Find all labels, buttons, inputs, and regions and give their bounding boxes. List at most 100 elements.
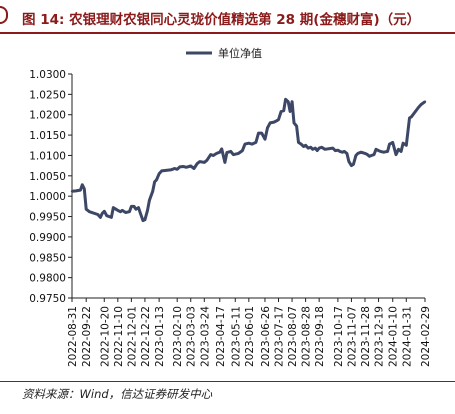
data-point	[132, 205, 136, 208]
data-point	[119, 210, 122, 213]
data-point	[382, 151, 385, 154]
data-point	[205, 159, 209, 162]
data-point	[212, 154, 215, 157]
x-tick-label: 2023-06-01	[244, 306, 256, 367]
y-tick-label: 0.9750	[29, 293, 66, 305]
data-point	[101, 212, 104, 215]
data-point	[419, 103, 423, 106]
data-point	[146, 209, 149, 212]
figure-title-text: 农银理财农银同心灵珑价值精选第 28 期(金穗财富)（元）	[69, 12, 421, 28]
data-point	[295, 124, 298, 128]
data-point	[408, 116, 411, 120]
data-point	[247, 142, 250, 145]
x-tick-label: 2023-10-17	[333, 306, 345, 367]
figure-title-bar: 图 14: 农银理财农银同心灵珑价值精选第 28 期(金穗财富)（元）	[0, 0, 455, 34]
data-point	[88, 210, 91, 213]
data-point	[220, 147, 223, 151]
data-point	[83, 187, 86, 191]
legend-label: 单位净值	[218, 46, 262, 60]
series-line-unit-nav	[71, 97, 426, 223]
data-point	[391, 141, 394, 144]
legend: 单位净值	[186, 46, 262, 60]
figure-number: 图 14:	[22, 12, 65, 28]
data-point	[316, 149, 319, 152]
data-point	[318, 146, 321, 150]
data-point	[297, 141, 300, 144]
x-tick-label: 2023-08-28	[301, 306, 313, 367]
source-note: 资料来源：Wind，信达证券研发中心	[22, 387, 213, 401]
x-tick-label: 2023-09-18	[314, 306, 326, 367]
data-point	[260, 131, 263, 135]
data-point	[185, 166, 188, 169]
data-point	[173, 167, 176, 170]
data-point	[405, 144, 408, 147]
data-point	[268, 121, 272, 125]
data-point	[243, 142, 247, 146]
y-tick-label: 1.0050	[29, 171, 66, 183]
data-point	[338, 150, 341, 153]
x-tick-label: 2023-06-26	[260, 306, 272, 367]
data-point	[85, 208, 88, 211]
y-tick-label: 1.0200	[29, 110, 66, 122]
x-tick-label: 2023-04-17	[215, 306, 227, 367]
data-point	[160, 169, 163, 173]
data-point	[225, 151, 229, 154]
data-point	[153, 180, 156, 184]
y-tick-label: 1.0000	[29, 191, 66, 203]
data-point	[266, 126, 269, 129]
y-axis: 1.0300 1.0250 1.0200 1.0150 1.0100 1.0050 1.00…	[29, 69, 73, 305]
data-point	[345, 152, 349, 155]
data-point	[290, 100, 294, 103]
data-point	[157, 172, 161, 175]
data-point	[394, 153, 398, 156]
data-point	[314, 146, 317, 150]
y-tick-label: 1.0150	[29, 130, 66, 142]
data-point	[372, 153, 376, 156]
data-point	[287, 100, 290, 103]
data-point	[320, 146, 323, 149]
x-tick-label: 2024-01-10	[388, 306, 400, 367]
data-point	[379, 150, 382, 153]
data-point	[70, 190, 74, 193]
data-point	[110, 216, 113, 219]
data-point	[203, 161, 206, 164]
data-point	[304, 144, 307, 147]
data-point	[192, 167, 196, 170]
x-tick-label: 2022-08-31	[67, 306, 79, 367]
data-point	[170, 168, 173, 171]
data-point	[341, 151, 344, 154]
data-point	[410, 115, 413, 119]
data-point	[116, 209, 120, 212]
data-point	[356, 152, 360, 155]
data-point	[114, 208, 118, 211]
data-point	[128, 210, 131, 213]
data-point	[223, 161, 227, 164]
data-point	[311, 148, 314, 151]
data-point	[299, 142, 303, 146]
figure-title: 图 14: 农银理财农银同心灵珑价值精选第 28 期(金穗财富)（元）	[22, 8, 420, 28]
y-tick-label: 0.9850	[29, 252, 66, 264]
data-point	[257, 131, 260, 135]
data-point	[139, 212, 142, 215]
data-point	[399, 150, 403, 153]
x-tick-label: 2023-08-07	[287, 306, 299, 367]
x-tick-label: 2024-02-29	[420, 306, 432, 367]
data-point	[368, 155, 371, 158]
data-point	[323, 148, 327, 151]
data-point	[307, 146, 310, 150]
data-point	[374, 148, 378, 151]
data-point	[417, 106, 420, 109]
data-point	[397, 148, 400, 151]
x-tick-label: 2023-01-13	[154, 306, 166, 367]
data-point	[74, 189, 78, 193]
data-point	[309, 146, 312, 149]
x-tick-label: 2022-10-20	[99, 306, 111, 367]
data-point	[209, 153, 212, 156]
x-tick-label: 2022-12-22	[140, 306, 152, 367]
data-point	[234, 153, 237, 156]
data-point	[155, 178, 158, 182]
data-point	[401, 142, 405, 145]
data-point	[343, 150, 346, 153]
data-point	[105, 214, 109, 217]
data-point	[151, 190, 154, 193]
